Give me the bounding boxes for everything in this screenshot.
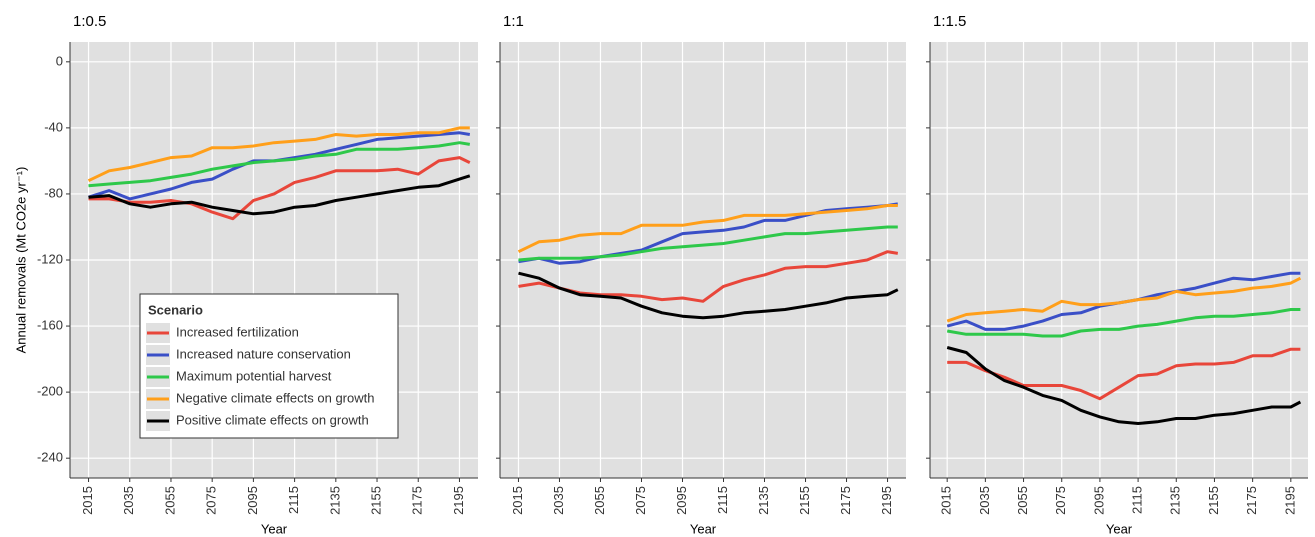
legend-label: Positive climate effects on growth [176,412,369,427]
series-line [518,225,898,262]
x-tick-label: 2075 [633,486,648,515]
series-line [947,347,1301,401]
panel-title: 1:1 [503,13,524,30]
y-tick-label: -40 [44,119,63,134]
x-tick-label: 2155 [368,486,383,515]
series-line [88,156,471,221]
series-line [946,346,1302,425]
x-tick-label: 2115 [1130,486,1145,514]
series-line [946,308,1301,338]
x-tick-label: 2155 [797,486,812,515]
x-tick-label: 2055 [162,486,177,515]
series-line [518,271,899,320]
x-tick-label: 2095 [1091,486,1106,515]
x-tick-label: 2055 [592,486,607,515]
legend-title: Scenario [148,302,203,317]
x-tick-label: 2095 [245,486,260,515]
panel-title: 1:1.5 [933,13,966,30]
x-tick-label: 2095 [674,486,689,515]
series-line [88,141,471,188]
x-tick-label: 2135 [1168,486,1183,515]
legend-label: Increased nature conservation [176,346,351,361]
legend-box [139,293,399,439]
x-tick-label: 2075 [204,486,219,515]
x-tick-label: 2015 [939,486,954,515]
legend-label: Negative climate effects on growth [176,390,374,405]
y-tick-label: 0 [56,53,63,68]
x-axis-title: Year [1106,521,1133,536]
x-tick-label: 2135 [327,486,342,515]
y-tick-label: -200 [37,384,63,399]
x-tick-label: 2035 [121,486,136,515]
panel-title: 1:0.5 [73,13,106,30]
legend-label: Maximum potential harvest [176,368,332,383]
series-line [517,204,898,254]
x-tick-label: 2135 [756,486,771,515]
x-tick-label: 2175 [1244,486,1259,515]
x-tick-label: 2195 [879,486,894,515]
series-line [518,202,899,265]
x-axis-title: Year [261,521,288,536]
y-tick-label: -120 [37,251,63,266]
x-tick-label: 2115 [715,486,730,514]
series-line [518,250,899,303]
y-axis-title: Annual removals (Mt CO2e yr⁻¹) [13,167,28,354]
x-axis-title: Year [690,521,717,536]
series-line [88,174,471,216]
panel: 1:1 2015 2035 2055 2075 2095 2115 2135 2155 2175 2… [496,13,906,536]
x-tick-label: 2115 [286,486,301,514]
x-tick-label: 2195 [1282,486,1297,515]
x-tick-label: 2015 [510,486,525,515]
y-tick-label: -240 [37,450,63,465]
legend: Scenario Increased fertilization Increased… [139,293,399,439]
y-tick-label: -160 [37,317,63,332]
x-tick-label: 2175 [838,486,853,515]
x-tick-label: 2175 [410,486,425,515]
series-line [946,276,1302,323]
x-tick-label: 2035 [977,486,992,515]
x-tick-label: 2035 [551,486,566,515]
panel: 1:0.5 0 -40 -80 -120 -160 -200 -240 2015 2035 2055… [13,13,478,536]
legend-label: Increased fertilization [176,324,299,339]
panel: 1:1.5 2015 2035 2055 2075 2095 2115 2135 2155 217… [926,13,1308,536]
series-line [87,126,470,183]
x-tick-label: 2075 [1053,486,1068,515]
x-tick-label: 2055 [1015,486,1030,515]
x-tick-label: 2195 [451,486,466,515]
y-tick-label: -80 [44,185,63,200]
x-tick-label: 2155 [1206,486,1221,515]
x-tick-label: 2015 [80,486,95,515]
